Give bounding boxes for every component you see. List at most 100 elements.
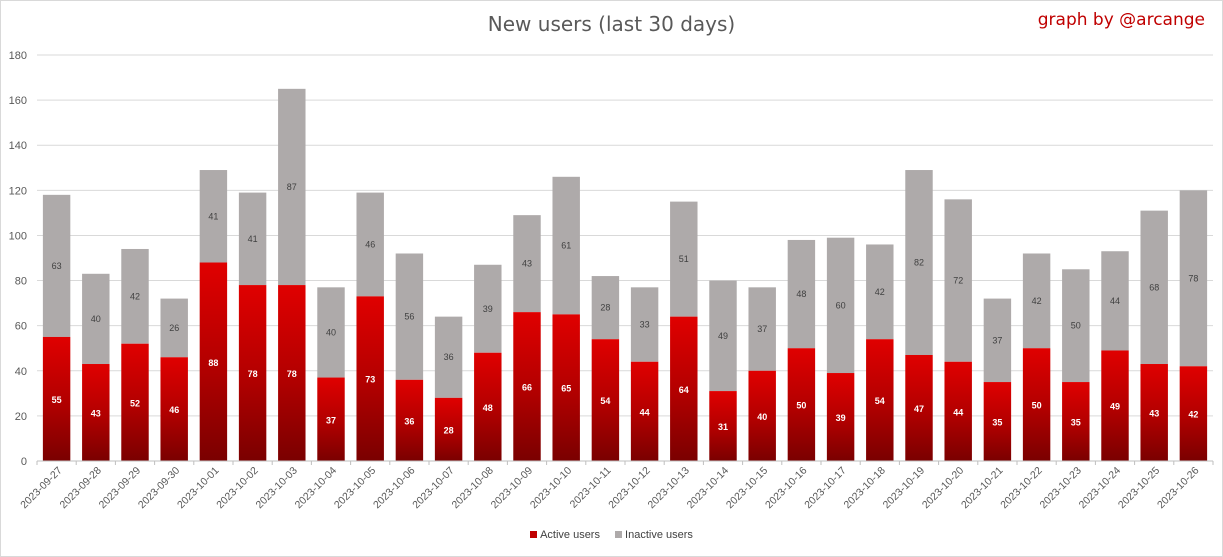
data-label-active: 50 (1032, 401, 1042, 411)
bar-active (709, 391, 737, 461)
data-label-active: 37 (326, 415, 336, 425)
data-label-active: 55 (52, 395, 62, 405)
bar-inactive (160, 298, 188, 358)
bar-active (630, 361, 659, 461)
legend-item-active: Active users (530, 529, 600, 541)
data-label-active: 35 (992, 418, 1002, 428)
y-tick-label: 100 (9, 230, 27, 242)
y-tick-label: 60 (15, 321, 27, 333)
bar-active (434, 397, 463, 461)
data-label-inactive: 42 (1032, 296, 1042, 306)
data-label-inactive: 43 (522, 259, 532, 269)
x-tick-label: 2023-10-26 (1155, 465, 1202, 512)
bar-active (278, 285, 306, 461)
bar-inactive (630, 287, 659, 362)
data-label-active: 43 (1149, 409, 1159, 419)
legend-item-inactive: Inactive users (615, 529, 693, 541)
data-label-active: 31 (718, 422, 728, 432)
data-label-active: 54 (600, 396, 610, 406)
bar-inactive (395, 253, 424, 380)
data-label-inactive: 41 (248, 234, 258, 244)
bar-active (474, 352, 502, 461)
data-label-active: 54 (875, 396, 885, 406)
y-tick-label: 160 (9, 95, 27, 107)
data-label-active: 52 (130, 398, 140, 408)
bar-inactive (317, 287, 345, 378)
data-label-active: 42 (1188, 410, 1198, 420)
data-label-active: 73 (365, 375, 375, 385)
data-label-active: 66 (522, 383, 532, 393)
bar-inactive (434, 316, 463, 398)
bar-active (826, 373, 855, 461)
data-label-inactive: 56 (404, 312, 414, 322)
data-label-inactive: 33 (640, 320, 650, 330)
bar-active (670, 316, 698, 461)
data-label-inactive: 37 (757, 324, 767, 334)
y-tick-label: 140 (9, 140, 27, 152)
bars (42, 88, 1208, 461)
data-label-active: 50 (796, 401, 806, 411)
bar-active (591, 339, 620, 461)
data-label-inactive: 68 (1149, 282, 1159, 292)
data-label-inactive: 87 (287, 182, 297, 192)
data-label-inactive: 72 (953, 276, 963, 286)
data-labels: 55 63 43 40 52 42 46 26 88 41 78 41 78 87 37 40 73 46 36 56… (52, 182, 1199, 435)
y-tick-label: 0 (21, 456, 27, 468)
data-label-active: 78 (287, 369, 297, 379)
data-label-active: 36 (404, 416, 414, 426)
bar-inactive (983, 298, 1012, 383)
data-label-active: 78 (248, 369, 258, 379)
y-tick-label: 40 (15, 366, 27, 378)
data-label-inactive: 42 (130, 291, 140, 301)
bar-inactive (474, 264, 502, 353)
bar-inactive (1062, 269, 1090, 383)
data-label-inactive: 44 (1110, 296, 1120, 306)
bar-active (787, 348, 816, 461)
data-label-active: 49 (1110, 402, 1120, 412)
data-label-inactive: 40 (91, 314, 101, 324)
bar-inactive (670, 201, 698, 317)
data-label-inactive: 51 (679, 254, 689, 264)
bar-inactive (905, 170, 933, 355)
data-label-active: 35 (1071, 418, 1081, 428)
bar-active (1179, 366, 1208, 461)
data-label-active: 44 (953, 407, 963, 417)
bar-active (160, 357, 188, 461)
bar-inactive (1101, 251, 1129, 351)
data-label-active: 43 (91, 409, 101, 419)
data-label-inactive: 37 (992, 335, 1002, 345)
bar-inactive (199, 170, 228, 263)
data-label-active: 46 (169, 405, 179, 415)
bar-inactive (591, 276, 620, 340)
bar-inactive (278, 88, 306, 286)
data-label-active: 88 (208, 358, 218, 368)
data-label-inactive: 82 (914, 258, 924, 268)
bar-active (513, 312, 541, 461)
bar-active (1062, 382, 1090, 461)
bar-inactive (356, 192, 384, 297)
bar-active (1140, 364, 1168, 461)
data-label-inactive: 78 (1188, 273, 1198, 283)
bar-active (42, 336, 71, 461)
grid-lines (37, 54, 1213, 462)
bar-active (1022, 348, 1051, 461)
data-label-inactive: 46 (365, 239, 375, 249)
data-label-active: 64 (679, 385, 689, 395)
bar-inactive (121, 248, 149, 344)
data-label-inactive: 49 (718, 331, 728, 341)
bar-inactive (513, 215, 541, 313)
data-label-inactive: 60 (836, 300, 846, 310)
bar-active (866, 339, 894, 461)
legend-label-inactive: Inactive users (625, 529, 693, 541)
bar-active (748, 370, 776, 461)
bar-active (199, 262, 228, 461)
legend-label-active: Active users (540, 529, 600, 541)
bar-active (356, 296, 384, 461)
bar-active (944, 361, 972, 461)
bar-inactive (82, 273, 110, 365)
y-tick-label: 120 (9, 185, 27, 197)
data-label-inactive: 39 (483, 304, 493, 314)
bar-inactive (866, 244, 894, 340)
data-label-inactive: 48 (796, 289, 806, 299)
data-label-inactive: 50 (1071, 321, 1081, 331)
